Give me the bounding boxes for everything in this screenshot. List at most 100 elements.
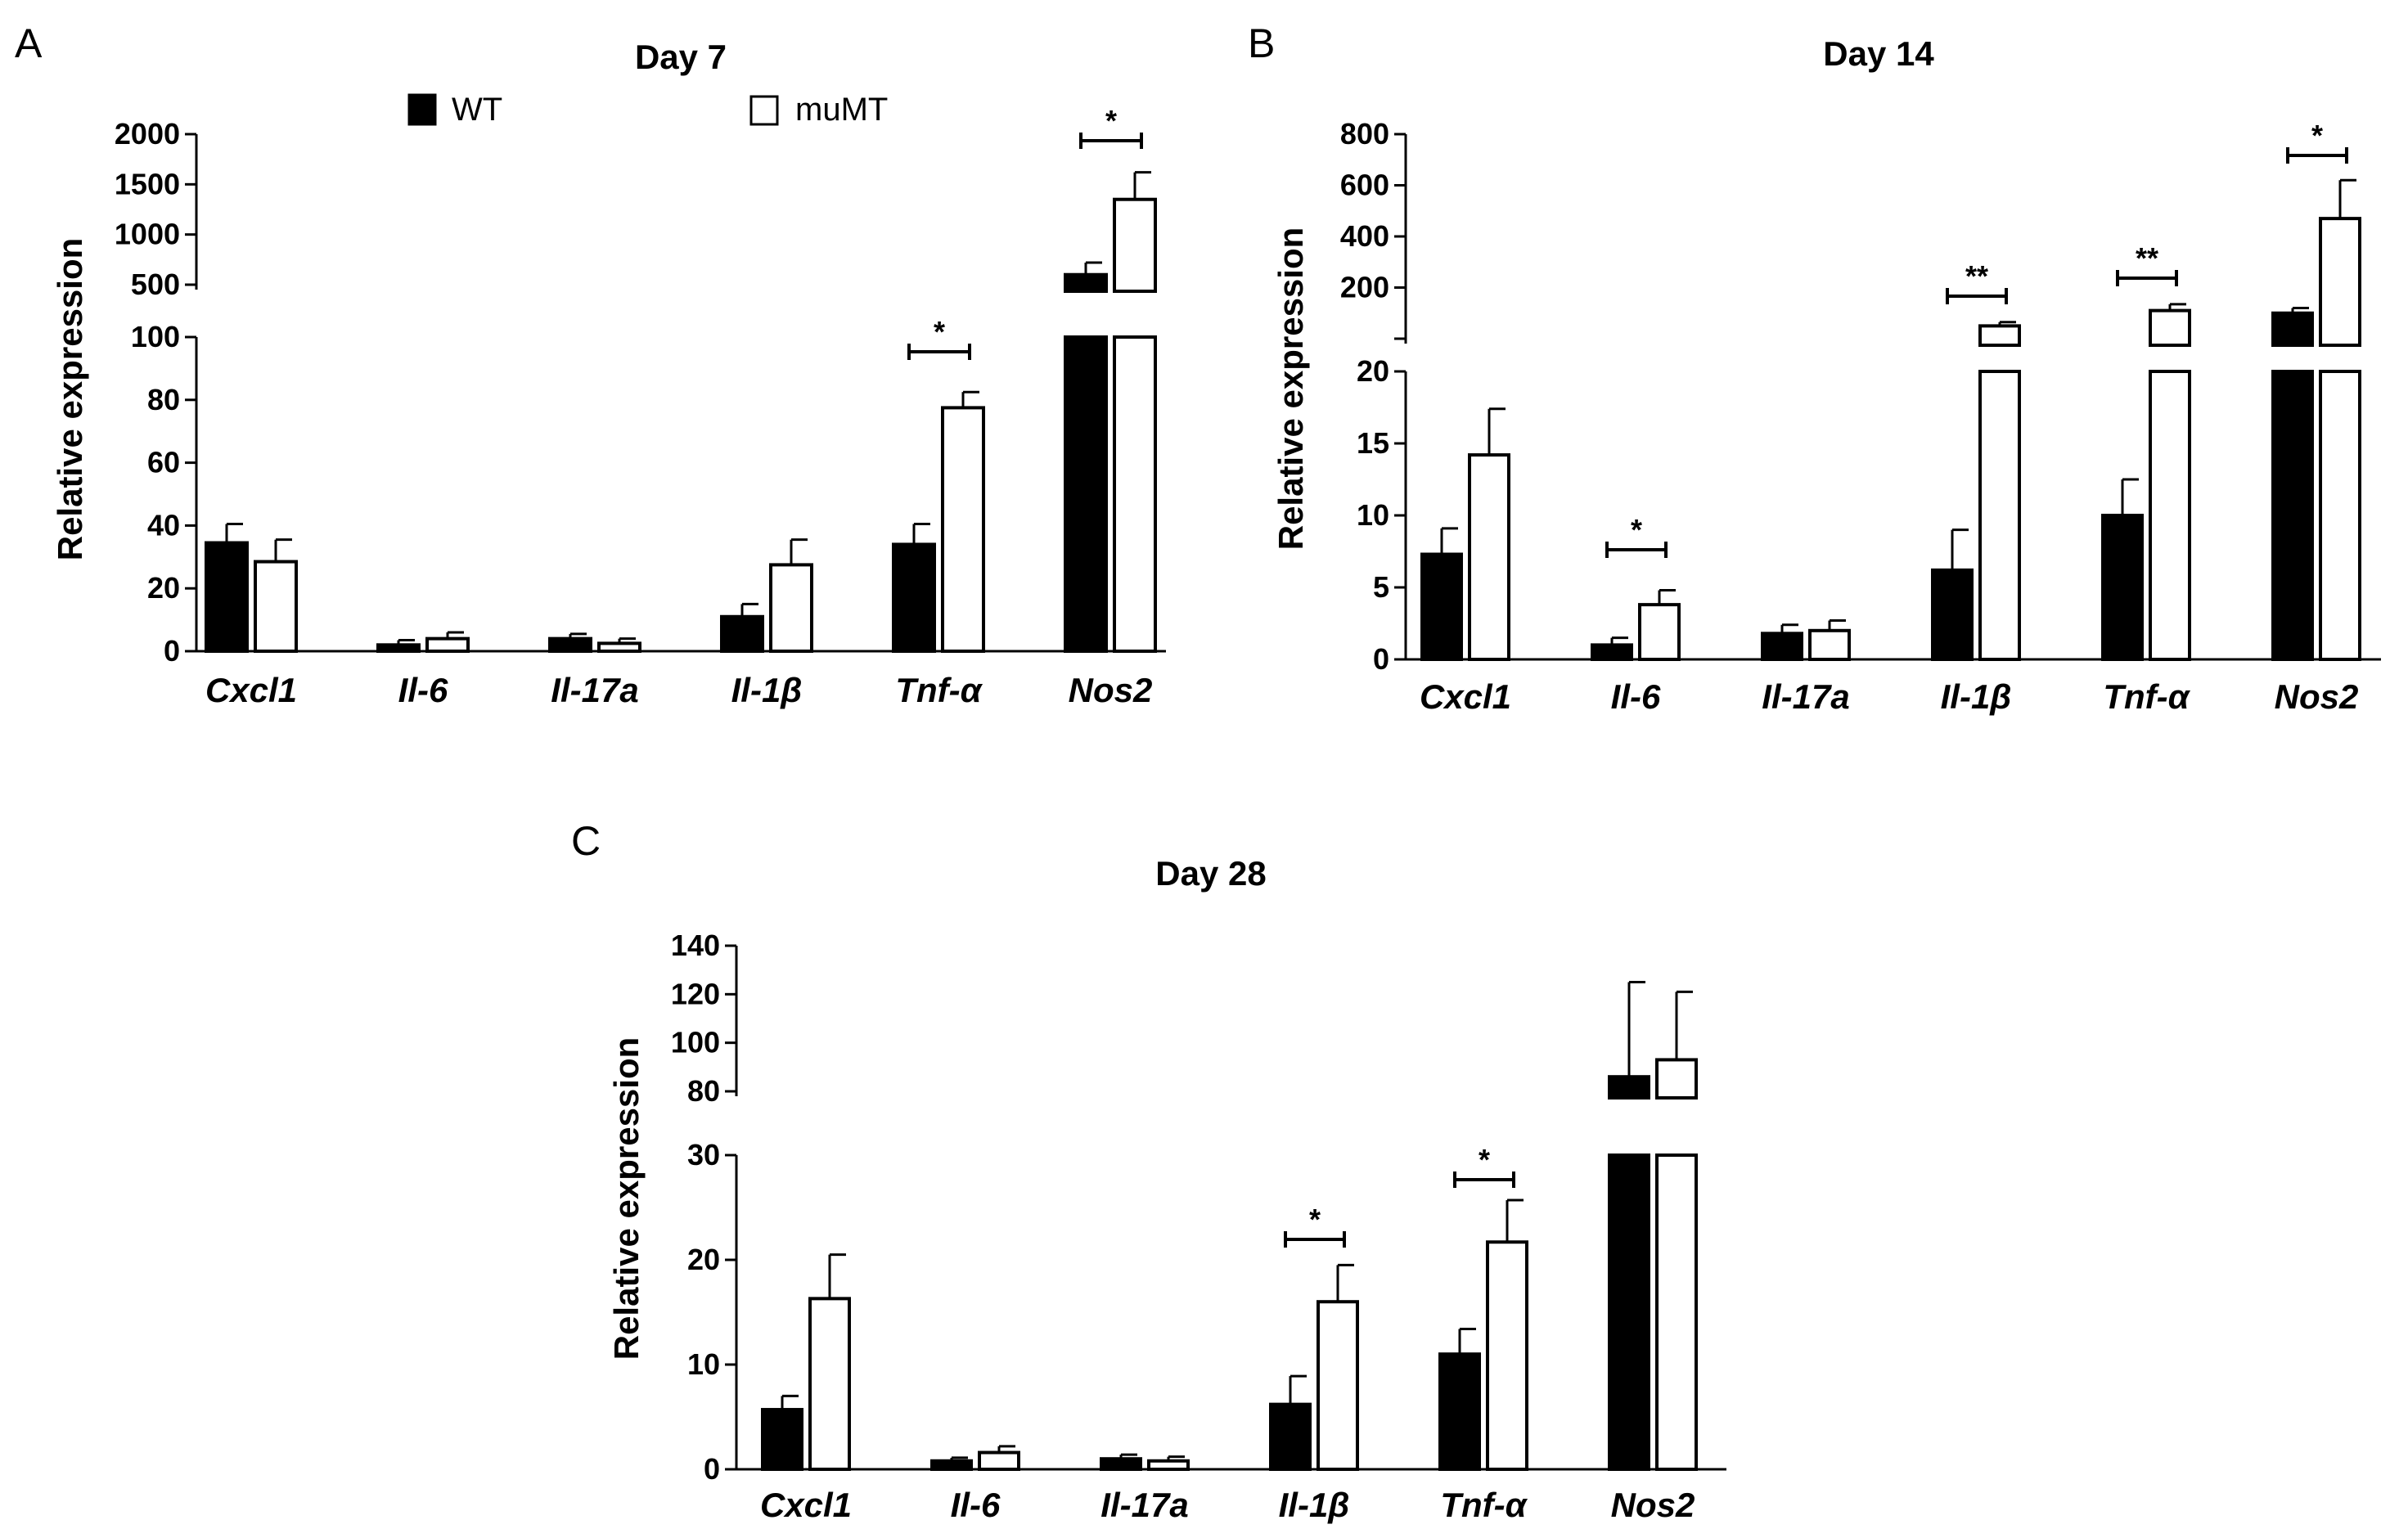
bar-mumt-b [2319, 370, 2361, 661]
y-tick-label-a: 1000 [115, 218, 180, 251]
bar-wt-b-upper [2271, 311, 2314, 347]
bar-mumt-c [1655, 1154, 1698, 1471]
y-tick-label-b: 600 [1340, 169, 1389, 202]
bar-wt-c [1438, 1352, 1481, 1471]
bar-wt-b [1591, 643, 1633, 662]
y-tick-label-a: 0 [164, 634, 180, 668]
bar-mumt-b-upper [1978, 324, 2021, 347]
bar-mumt-b [2149, 370, 2191, 661]
legend-label-mumt: muMT [795, 92, 888, 128]
bar-wt-b [1931, 568, 1974, 662]
legend-swatch-mumt [749, 95, 779, 126]
bar-wt-a [205, 541, 249, 654]
bar-mumt-a-upper [1113, 197, 1157, 294]
y-tick-label-c: 120 [671, 977, 720, 1010]
y-tick-label-c: 20 [687, 1243, 720, 1276]
legend-swatch-wt [407, 93, 437, 126]
chart-c: 0 10 20 30 80 100 120 140 Cxcl1 Il-6 Il-17a Il-1β Tn… [671, 929, 1726, 1524]
significance-label-b: * [2311, 119, 2323, 152]
bar-wt-b [2101, 514, 2144, 661]
y-tick-label-b: 400 [1340, 219, 1389, 253]
significance-label-b: ** [2136, 241, 2158, 275]
x-category-label-c: Il-17a [1100, 1486, 1188, 1524]
bar-wt-a [720, 614, 764, 654]
panel-label-a: A [15, 20, 43, 66]
y-tick-label-b: 200 [1340, 271, 1389, 304]
significance-label-c: * [1309, 1203, 1321, 1236]
bar-mumt-c [1317, 1300, 1359, 1471]
significance-label-b: ** [1965, 259, 1988, 293]
y-tick-label-a: 80 [147, 383, 180, 416]
significance-label-a: * [1105, 104, 1117, 137]
x-category-label-a: Cxcl1 [205, 671, 297, 709]
y-axis-label-c: Relative expression [607, 1037, 646, 1360]
y-tick-label-c: 30 [687, 1138, 720, 1171]
y-tick-label-b: 0 [1373, 642, 1389, 676]
legend-label-wt: WT [452, 92, 502, 128]
y-axis-label-a: Relative expression [51, 238, 89, 561]
x-category-label-c: Tnf-α [1440, 1486, 1528, 1524]
y-tick-label-a: 40 [147, 508, 180, 542]
x-category-label-a: Nos2 [1069, 671, 1153, 709]
panel-label-b: B [1248, 20, 1275, 66]
x-category-label-b: Nos2 [2275, 677, 2359, 716]
x-category-label-c: Cxcl1 [760, 1486, 852, 1524]
y-tick-label-a: 500 [131, 268, 180, 301]
bar-wt-c [1100, 1457, 1142, 1471]
significance-label-b: * [1631, 513, 1642, 546]
y-tick-label-a: 1500 [115, 167, 180, 200]
bar-mumt-b [1978, 370, 2021, 661]
y-tick-label-a: 2000 [115, 117, 180, 151]
bar-wt-a [548, 636, 592, 654]
x-category-label-c: Il-1β [1279, 1486, 1350, 1524]
y-tick-label-b: 10 [1357, 498, 1389, 532]
bar-wt-a [1064, 335, 1108, 653]
x-category-label-a: Il-1β [731, 671, 803, 709]
x-category-label-b: Il-17a [1762, 677, 1849, 716]
bar-wt-c [930, 1459, 973, 1472]
y-tick-label-b: 20 [1357, 354, 1389, 388]
bar-mumt-c [978, 1450, 1020, 1472]
bar-mumt-c [1147, 1459, 1190, 1472]
y-tick-label-b: 5 [1373, 570, 1389, 604]
bar-wt-a-upper [1064, 272, 1108, 294]
bar-wt-c [1608, 1154, 1650, 1471]
y-tick-label-b: 800 [1340, 117, 1389, 151]
bar-mumt-c-upper [1655, 1058, 1698, 1100]
bar-mumt-a [597, 641, 641, 654]
x-category-label-a: Tnf-α [895, 671, 983, 709]
bar-wt-c [761, 1408, 803, 1472]
x-category-label-c: Il-6 [951, 1486, 1001, 1524]
bar-mumt-c [1486, 1240, 1528, 1471]
significance-label-a: * [934, 315, 945, 349]
bar-mumt-a [1113, 335, 1157, 653]
bar-wt-b [2271, 370, 2314, 661]
bar-wt-b [1420, 552, 1463, 662]
y-tick-label-c: 80 [687, 1074, 720, 1108]
chart-title-c: Day 28 [1155, 854, 1266, 893]
chart-title-b: Day 14 [1823, 34, 1934, 73]
chart-title-a: Day 7 [635, 38, 727, 76]
bar-wt-a [376, 643, 421, 654]
bar-mumt-a [254, 560, 298, 653]
bar-mumt-a [769, 563, 813, 654]
x-category-label-b: Cxcl1 [1420, 677, 1511, 716]
bar-mumt-b-upper [2149, 308, 2191, 347]
x-category-label-a: Il-17a [551, 671, 638, 709]
y-tick-label-a: 60 [147, 446, 180, 479]
y-tick-label-b: 15 [1357, 426, 1389, 460]
bar-mumt-c [808, 1297, 851, 1471]
y-tick-label-a: 20 [147, 571, 180, 605]
chart-b: 0 5 10 15 20 200 400 600 800 Cxcl1 Il-6 Il-17a Il-1β… [1340, 117, 2381, 716]
x-category-label-b: Il-6 [1611, 677, 1661, 716]
bar-mumt-a [425, 636, 470, 654]
y-tick-label-c: 140 [671, 929, 720, 962]
significance-label-c: * [1479, 1143, 1490, 1176]
y-axis-label-b: Relative expression [1272, 227, 1310, 551]
bar-mumt-a [941, 406, 985, 653]
y-tick-label-c: 10 [687, 1347, 720, 1381]
bar-mumt-b [1808, 628, 1851, 661]
panel-label-c: C [571, 818, 601, 864]
bar-mumt-b [1468, 453, 1510, 662]
